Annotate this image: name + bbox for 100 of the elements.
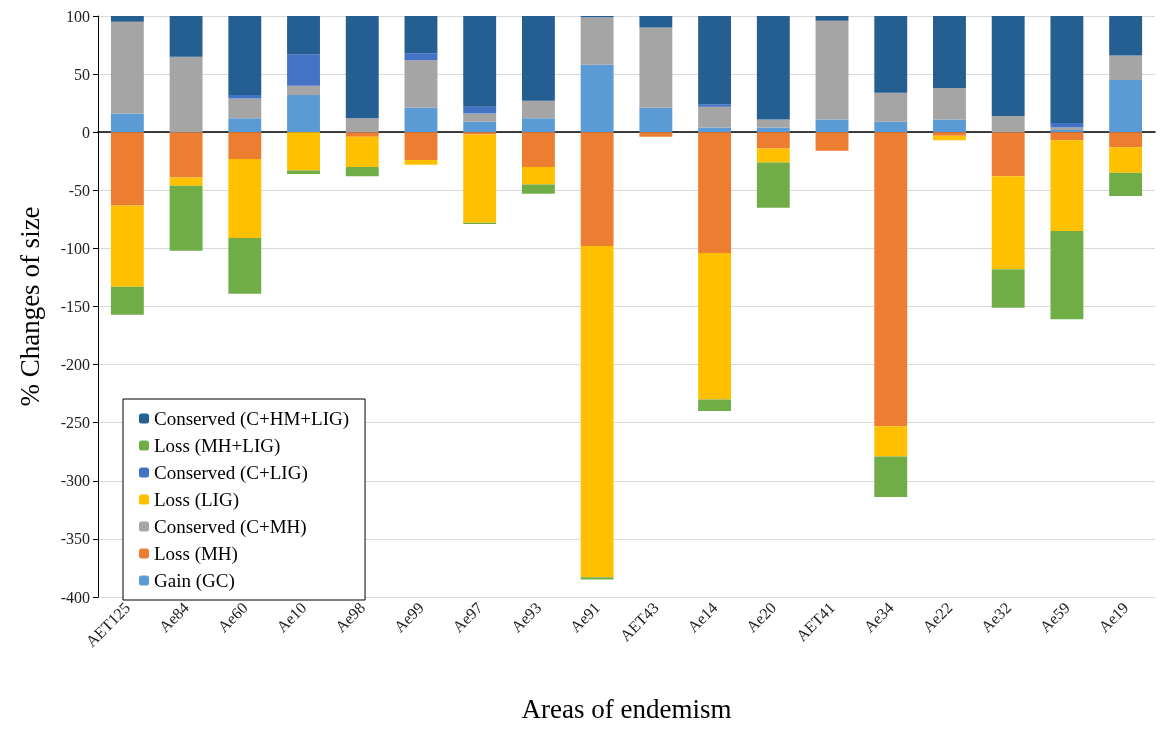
bar — [287, 85, 320, 96]
bar — [169, 132, 203, 178]
bar — [1109, 147, 1143, 173]
bar — [991, 132, 1025, 177]
bar — [874, 426, 908, 457]
bar — [228, 132, 262, 159]
bar — [1050, 16, 1084, 123]
bar — [287, 16, 320, 55]
bar — [110, 21, 144, 114]
bar — [463, 16, 497, 107]
bar — [521, 100, 555, 119]
bar — [1050, 230, 1084, 320]
bar — [463, 113, 497, 122]
y-tick-label: -350 — [60, 530, 90, 548]
bar — [463, 106, 497, 114]
legend-label: Loss (LIG) — [154, 489, 239, 511]
bar — [756, 16, 790, 120]
bar — [698, 399, 732, 412]
bar — [345, 16, 379, 119]
bar — [110, 16, 144, 22]
bar — [521, 167, 555, 185]
bar — [580, 577, 614, 580]
bar — [404, 53, 438, 61]
y-tick-label: 100 — [66, 7, 90, 25]
bar — [874, 16, 908, 93]
bar — [639, 132, 673, 137]
bar — [639, 27, 673, 108]
bar — [991, 176, 1025, 270]
bar — [228, 98, 262, 119]
legend-label: Conserved (C+HM+LIG) — [154, 408, 350, 430]
bar — [287, 132, 320, 171]
bar — [1050, 132, 1084, 141]
y-tick-label: -150 — [60, 298, 90, 315]
legend-label: Conserved (C+MH) — [154, 516, 307, 538]
legend-label: Gain (GC) — [154, 570, 235, 592]
bar — [874, 456, 908, 498]
bar — [874, 92, 908, 122]
bar — [874, 132, 908, 427]
bar — [933, 119, 966, 133]
bar — [991, 269, 1025, 308]
bar — [698, 104, 732, 107]
bar — [991, 16, 1025, 116]
bar — [756, 132, 790, 149]
bar — [463, 134, 497, 223]
bar — [639, 107, 673, 133]
bar — [110, 132, 144, 206]
x-axis-title: Areas of endemism — [521, 693, 732, 724]
bar — [404, 132, 438, 161]
bar — [287, 54, 320, 86]
bar — [228, 118, 262, 133]
legend-label: Loss (MH+LIG) — [154, 435, 281, 457]
bar — [228, 16, 262, 96]
y-tick-label: -250 — [60, 414, 90, 432]
bar — [463, 121, 497, 133]
bar — [521, 132, 555, 168]
bar — [110, 205, 144, 287]
bar — [110, 286, 144, 315]
bar — [345, 132, 379, 137]
y-tick-label: 50 — [74, 65, 90, 83]
bar — [1050, 140, 1084, 231]
bar — [228, 237, 262, 294]
bar — [815, 132, 849, 151]
bar — [933, 132, 966, 136]
bar — [521, 16, 555, 101]
bar — [404, 60, 438, 108]
bar — [1050, 122, 1084, 128]
bar — [1109, 172, 1143, 197]
y-tick-label: -300 — [60, 472, 90, 490]
bar — [580, 246, 614, 578]
bar — [1109, 55, 1143, 80]
y-tick-label: -400 — [60, 588, 90, 606]
legend-label: Conserved (C+LIG) — [154, 462, 308, 484]
bar — [580, 17, 614, 65]
bar — [169, 56, 203, 133]
legend-label: Loss (MH) — [154, 543, 238, 565]
bar — [169, 16, 203, 57]
bar — [1109, 16, 1143, 56]
bar — [404, 16, 438, 54]
bar — [756, 119, 790, 128]
bar — [933, 16, 966, 89]
bar — [404, 107, 438, 133]
bar — [521, 184, 555, 194]
bar — [169, 185, 203, 251]
bar — [345, 136, 379, 168]
bar — [345, 167, 379, 177]
bar — [756, 162, 790, 208]
bar — [1109, 79, 1143, 133]
bar — [639, 16, 673, 28]
bar — [698, 253, 732, 400]
bar — [580, 132, 614, 247]
y-tick-label: 0 — [82, 123, 90, 141]
bar — [991, 115, 1025, 133]
bar — [815, 20, 849, 120]
bar — [1109, 132, 1143, 148]
y-tick-label: -50 — [68, 181, 90, 199]
bar — [815, 16, 849, 21]
bar — [698, 16, 732, 105]
bar — [463, 132, 497, 135]
bar — [815, 119, 849, 133]
bar — [933, 88, 966, 120]
